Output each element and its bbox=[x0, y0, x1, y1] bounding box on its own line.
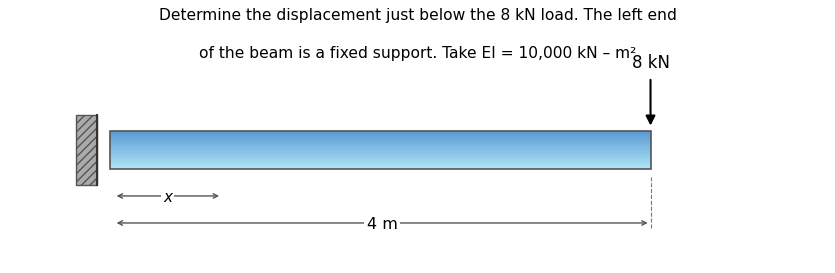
Text: 4 m: 4 m bbox=[367, 217, 397, 232]
Bar bbox=[109, 145, 650, 146]
Bar bbox=[109, 141, 650, 143]
Bar bbox=[109, 167, 650, 168]
Bar bbox=[109, 146, 650, 147]
Bar bbox=[76, 115, 97, 185]
Bar bbox=[109, 163, 650, 164]
Bar bbox=[109, 159, 650, 160]
Bar bbox=[109, 135, 650, 136]
Bar bbox=[109, 139, 650, 140]
Bar bbox=[109, 160, 650, 161]
Bar bbox=[109, 149, 650, 150]
Bar bbox=[109, 151, 650, 153]
Bar bbox=[109, 150, 650, 151]
Bar bbox=[109, 147, 650, 149]
Bar bbox=[109, 133, 650, 135]
Bar bbox=[109, 137, 650, 139]
Bar bbox=[109, 143, 650, 144]
Text: x: x bbox=[164, 190, 172, 205]
Bar bbox=[109, 156, 650, 158]
Bar bbox=[109, 154, 650, 155]
Bar bbox=[109, 155, 650, 156]
Bar bbox=[109, 164, 650, 165]
Bar bbox=[109, 168, 650, 169]
Bar bbox=[109, 136, 650, 137]
Bar bbox=[109, 132, 650, 133]
Bar bbox=[109, 131, 650, 132]
Text: of the beam is a fixed support. Take EI = 10,000 kN – m²: of the beam is a fixed support. Take EI … bbox=[199, 46, 636, 61]
Text: 8 kN: 8 kN bbox=[631, 54, 670, 72]
Text: Determine the displacement just below the 8 kN load. The left end: Determine the displacement just below th… bbox=[159, 8, 676, 23]
Bar bbox=[109, 140, 650, 141]
Bar bbox=[109, 144, 650, 145]
Bar bbox=[109, 153, 650, 154]
Bar bbox=[109, 161, 650, 163]
Bar bbox=[109, 165, 650, 167]
Bar bbox=[109, 131, 650, 169]
Bar bbox=[109, 158, 650, 159]
